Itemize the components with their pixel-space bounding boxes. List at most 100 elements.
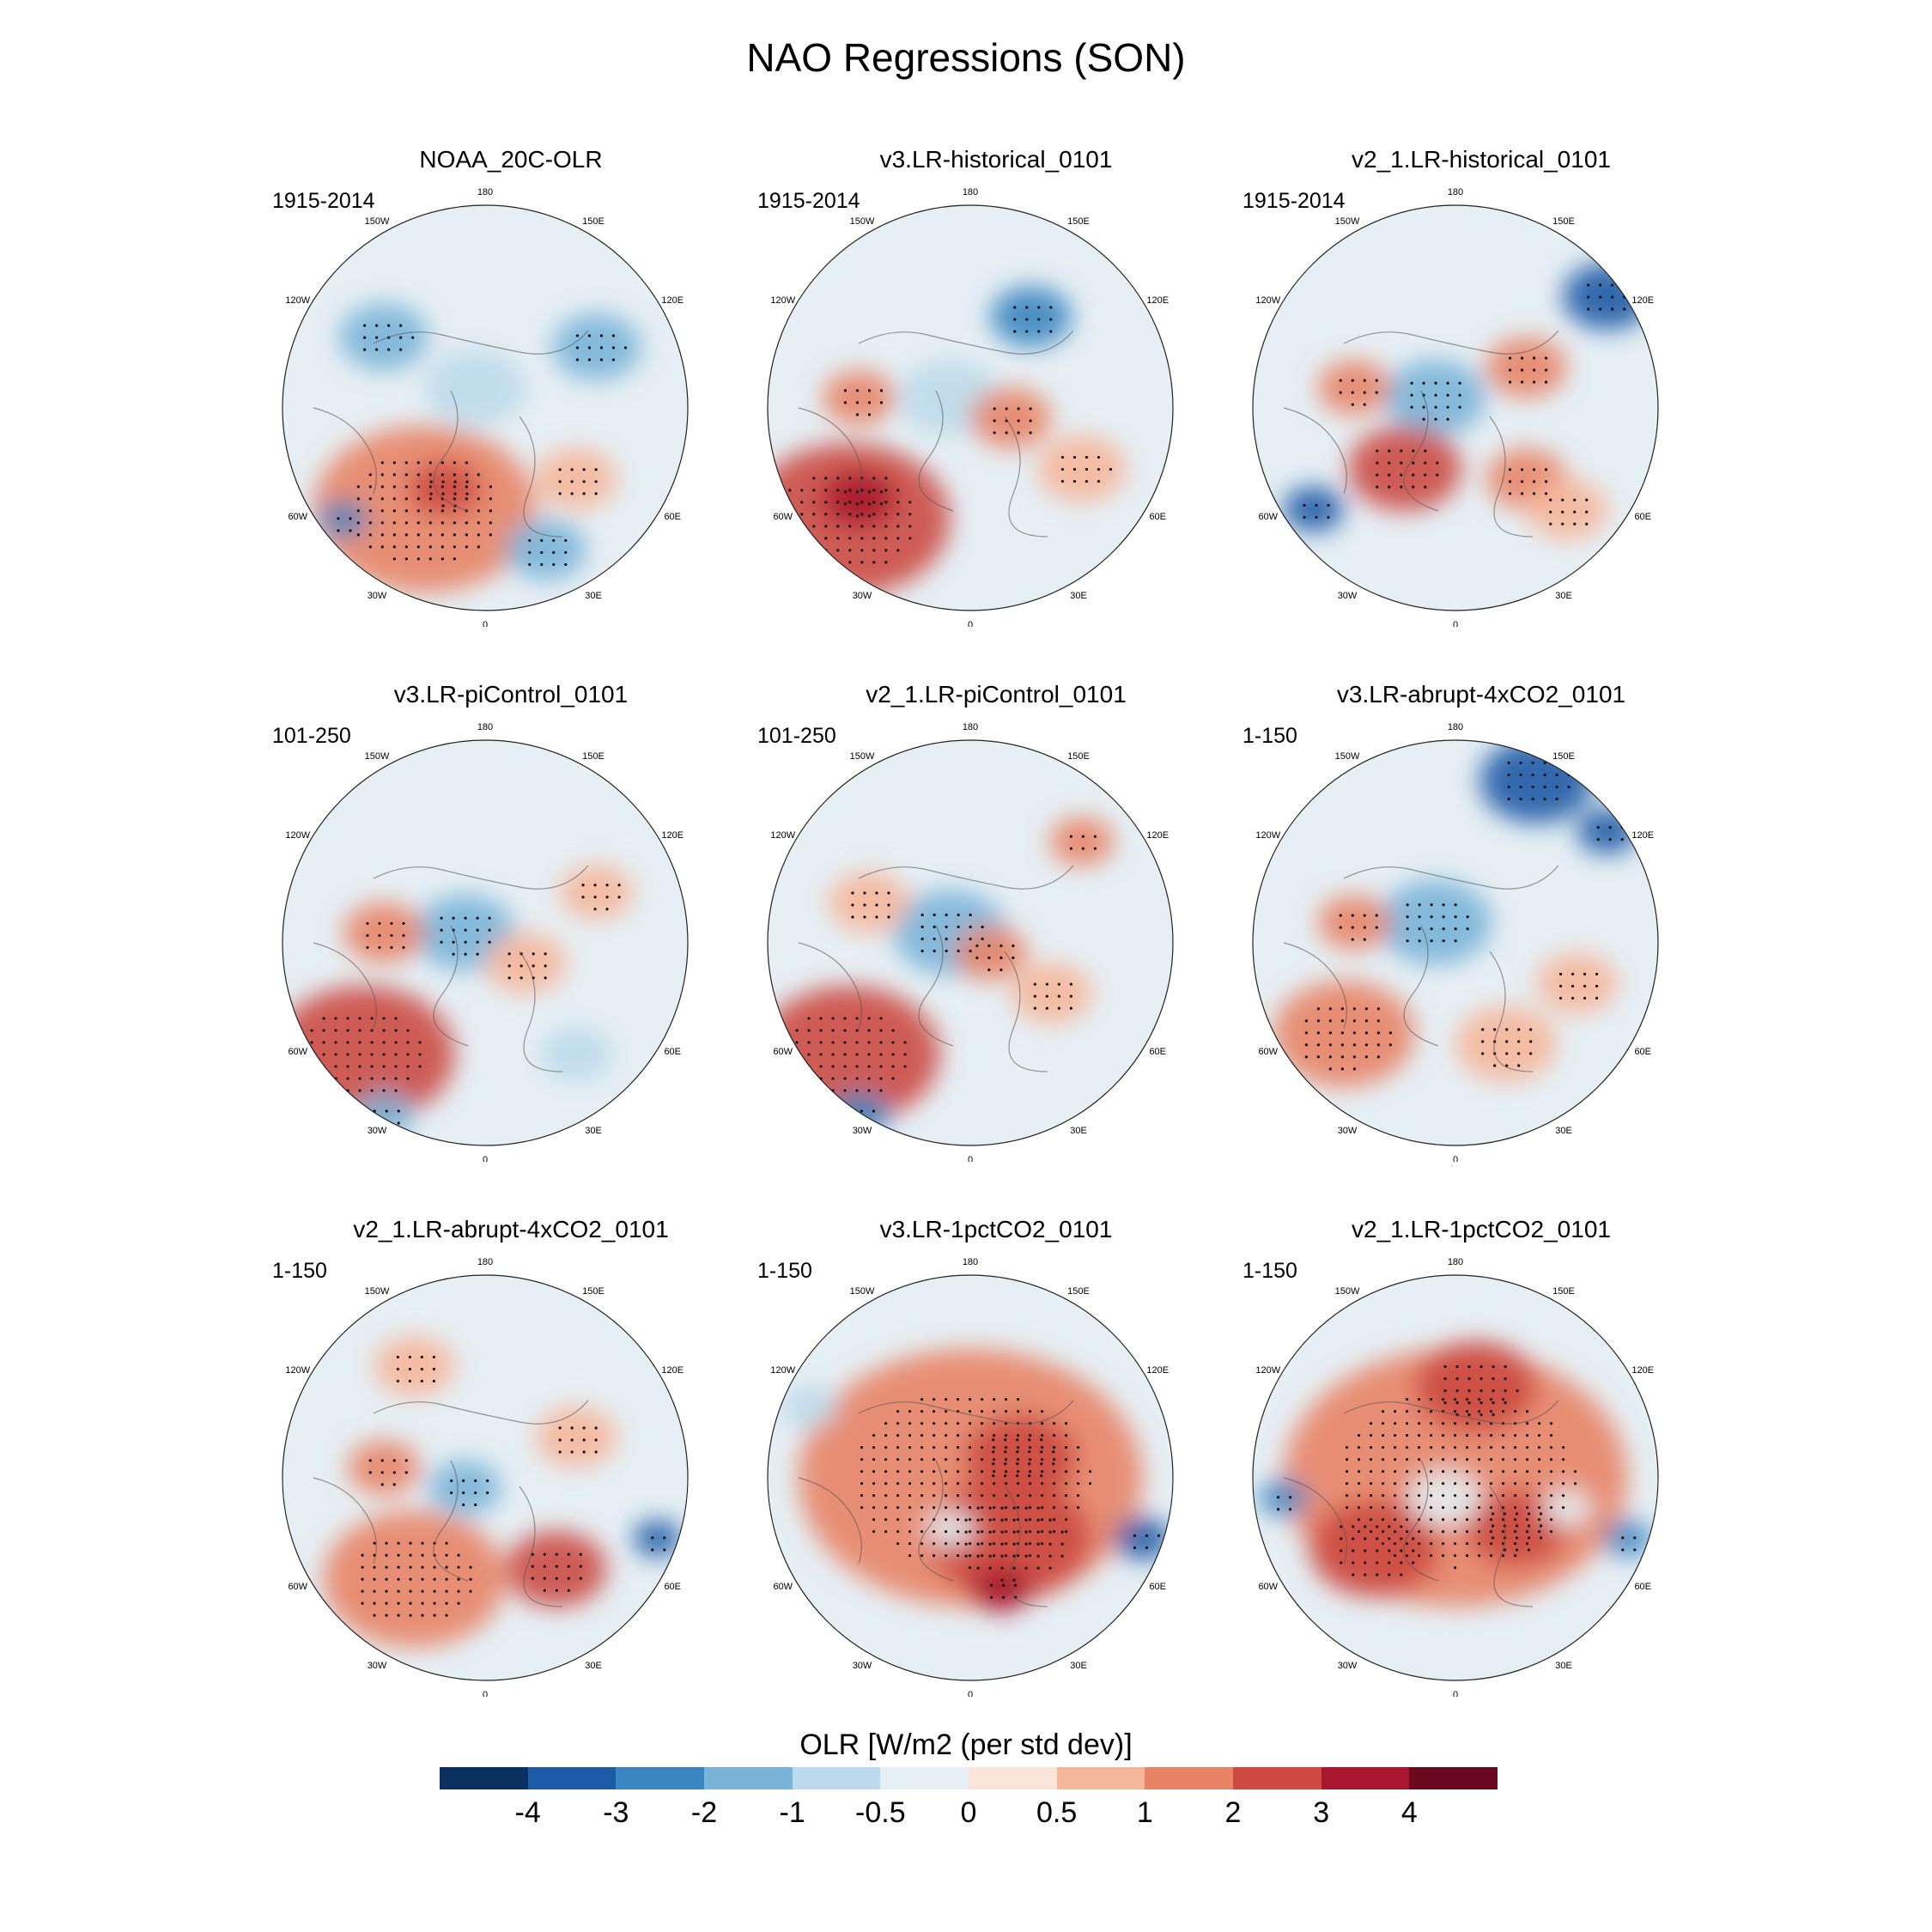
anomaly-region — [1378, 879, 1492, 965]
anomaly-region — [551, 313, 641, 381]
longitude-label: 120E — [661, 1365, 683, 1376]
panel-title: v3.LR-piControl_0101 — [393, 681, 629, 708]
panel-period: 1-150 — [272, 1259, 327, 1283]
longitude-label: 120E — [1631, 295, 1654, 306]
longitude-label: 60W — [288, 1582, 307, 1592]
anomaly-region — [536, 1406, 617, 1468]
longitude-label: 30E — [585, 1661, 602, 1671]
figure-title: NAO Regressions (SON) — [746, 35, 1186, 80]
longitude-label: 0 — [1453, 620, 1458, 627]
anomaly-region — [828, 872, 910, 933]
map-panel: v2_1.LR-piControl_0101 101-250 180 150E 120E… — [757, 681, 1228, 1162]
stippling — [1303, 283, 1638, 526]
map-border — [767, 739, 1174, 1146]
anomaly-region — [347, 1440, 421, 1496]
anomaly-region — [1384, 359, 1486, 436]
longitude-label: 150W — [1335, 216, 1360, 227]
longitude-label: 180 — [963, 722, 978, 732]
panel-title: NOAA_20C-OLR — [419, 146, 603, 173]
anomaly-region — [990, 286, 1072, 348]
longitude-label: 120E — [661, 295, 683, 306]
longitude-label: 120W — [770, 830, 795, 841]
colorbar-segment — [880, 1767, 969, 1789]
colorbar-tick-label: -3 — [603, 1796, 629, 1829]
map-border — [1252, 739, 1659, 1146]
anomaly-region — [1011, 963, 1092, 1024]
panel-title: v3.LR-historical_0101 — [879, 146, 1113, 173]
polar-map: 180150E120E90E60E30E030W60W90W120W150W — [767, 187, 1174, 627]
longitude-label: 60E — [664, 1582, 681, 1592]
longitude-label: 150E — [582, 216, 605, 227]
map-border — [1252, 204, 1659, 611]
anomaly-region — [633, 1520, 682, 1558]
colorbar-segment — [616, 1767, 705, 1789]
longitude-label: 60W — [1258, 512, 1278, 522]
map-panel: NOAA_20C-OLR1915-2014180150E120E90E60E30… — [272, 146, 743, 627]
anomaly-region — [1259, 1479, 1308, 1516]
colorbar-tick-label: -4 — [514, 1796, 541, 1829]
map-border — [1252, 1274, 1659, 1681]
colorbar-tick-label: 3 — [1313, 1796, 1330, 1829]
map-panel: v2_1.LR-1pctCO2_01011-150180150E120E90E6… — [1242, 1216, 1713, 1697]
anomaly-region — [424, 349, 526, 426]
longitude-label: 120W — [1255, 295, 1280, 306]
colorbar — [440, 1767, 1498, 1789]
longitude-label: 0 — [1453, 1155, 1458, 1162]
longitude-label: 120W — [285, 1365, 310, 1376]
anomaly-region — [1542, 1490, 1592, 1527]
stippling — [795, 835, 1097, 1125]
colorbar-segment — [1056, 1767, 1145, 1789]
colorbar-tick-label: 4 — [1400, 1796, 1418, 1829]
longitude-label: 30E — [1555, 1661, 1572, 1671]
longitude-label: 0 — [483, 1155, 488, 1162]
longitude-label: 30W — [1338, 591, 1358, 601]
polar-map: 180150E120E90E60E30E030W60W90W120W150W — [1252, 1257, 1659, 1697]
stippling — [310, 884, 621, 1125]
longitude-label: 60E — [1149, 1582, 1166, 1592]
longitude-label: 60W — [773, 1047, 793, 1057]
colorbar-tick-label: -0.5 — [855, 1796, 906, 1829]
longitude-label: 60E — [1634, 1047, 1651, 1057]
longitude-label: 180 — [1448, 187, 1463, 197]
panel-title: v2_1.LR-piControl_0101 — [866, 681, 1127, 708]
longitude-label: 60W — [288, 1047, 307, 1057]
longitude-label: 30W — [368, 1661, 387, 1671]
longitude-label: 120E — [661, 830, 683, 841]
anomaly-region — [1526, 478, 1607, 540]
map-panel: v3.LR-piControl_0101101-250180150E120E90… — [272, 681, 743, 1162]
longitude-label: 60E — [1149, 512, 1166, 522]
longitude-label: 120W — [1255, 830, 1280, 841]
anomaly-region — [970, 387, 1052, 449]
longitude-label: 180 — [477, 187, 493, 197]
longitude-label: 30W — [853, 591, 872, 601]
panel-period: 101-250 — [272, 724, 351, 748]
longitude-label: 30E — [1555, 1126, 1572, 1136]
anomaly-region — [1577, 808, 1638, 854]
anomaly-region — [505, 519, 586, 580]
longitude-label: 150E — [1552, 1286, 1575, 1297]
longitude-label: 0 — [483, 1690, 488, 1697]
longitude-label: 0 — [483, 620, 488, 627]
anomaly-region — [1408, 1470, 1482, 1526]
map-panel: v2_1.LR-historical_0101 1915-2014 180 150E 1… — [1242, 146, 1713, 627]
anomaly-region — [1347, 426, 1462, 512]
coastlines — [1283, 330, 1559, 538]
anomaly-region — [319, 501, 368, 538]
longitude-label: 120E — [1146, 295, 1169, 306]
anomaly-region — [560, 865, 634, 920]
coastlines — [313, 865, 589, 1072]
anomaly-region — [954, 925, 1028, 981]
anomaly-region — [1049, 817, 1115, 866]
panel-title: v3.LR-1pctCO2_0101 — [879, 1216, 1113, 1242]
anomaly-region — [822, 370, 896, 426]
anomaly-region — [1536, 952, 1618, 1014]
longitude-label: 150W — [365, 1286, 390, 1297]
longitude-label: 120W — [285, 830, 310, 841]
stippling — [1276, 1365, 1637, 1577]
anomaly-region — [323, 1510, 506, 1648]
anomaly-region — [1414, 1340, 1537, 1432]
longitude-label: 180 — [1448, 1257, 1463, 1267]
longitude-label: 60E — [664, 512, 681, 522]
longitude-label: 0 — [1453, 1690, 1458, 1697]
panel-period: 1-150 — [1242, 724, 1297, 748]
